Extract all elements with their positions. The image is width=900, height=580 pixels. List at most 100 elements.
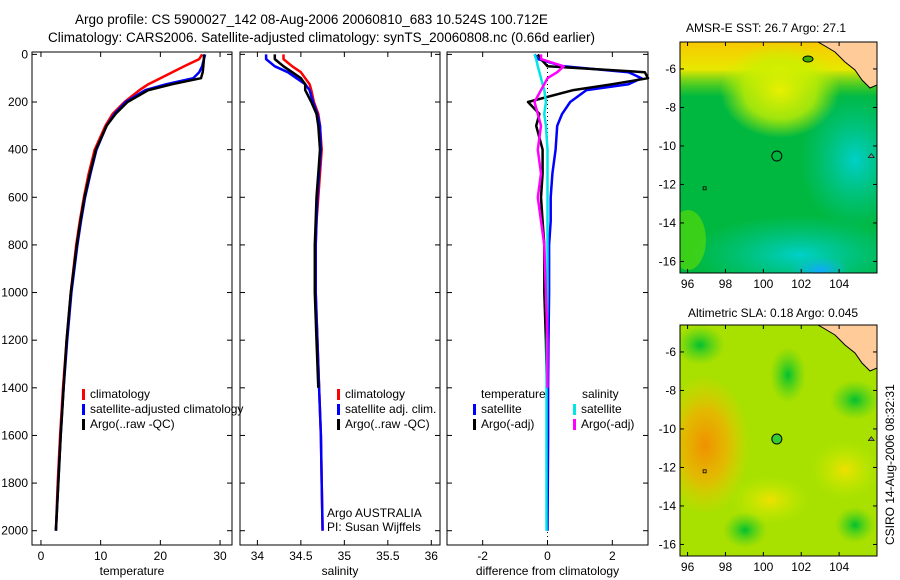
legend-swatch xyxy=(573,419,576,430)
lat-tick-label: -8 xyxy=(665,383,676,397)
legend-label: satellite adj. clim. xyxy=(345,402,436,416)
legend-swatch xyxy=(82,404,85,415)
argo-float-marker xyxy=(771,150,783,162)
lon-tick-label: 98 xyxy=(719,560,733,574)
lon-tick-label: 100 xyxy=(753,277,773,291)
x-tick-label: 36 xyxy=(425,549,439,563)
legend-label: Argo(..raw -QC) xyxy=(345,417,430,431)
y-tick-label: 1400 xyxy=(1,381,28,395)
x-tick-label: 34 xyxy=(251,549,265,563)
y-tick-label: 0 xyxy=(21,47,28,61)
island xyxy=(867,153,875,158)
salinity-frame xyxy=(239,51,441,546)
sst-map: AMSR-E SST: 26.7 Argo: 27.1 96 98 100 102 10… xyxy=(659,21,878,291)
lat-tick-label: -16 xyxy=(659,254,677,268)
legend-label: satellite xyxy=(581,402,622,416)
legend-label: satellite-adjusted climatology xyxy=(90,402,243,416)
legend-label: satellite xyxy=(481,402,522,416)
x-tick-label: 35 xyxy=(338,549,352,563)
lon-tick-label: 100 xyxy=(753,560,773,574)
legend-label: climatology xyxy=(90,387,150,401)
lat-tick-label: -6 xyxy=(665,62,676,76)
x-tick-label: -2 xyxy=(477,549,488,563)
figure-title-line2: Climatology: CARS2006. Satellite-adjuste… xyxy=(48,30,595,45)
y-tick-label: 1000 xyxy=(1,286,28,300)
lat-tick-label: -6 xyxy=(665,345,676,359)
sst-map-field xyxy=(680,42,877,273)
figure-title-line1: Argo profile: CS 5900027_142 08-Aug-2006… xyxy=(75,12,548,27)
land-coastline xyxy=(816,325,877,372)
lon-tick-label: 96 xyxy=(681,277,695,291)
sla-map-field xyxy=(680,325,877,556)
legend-swatch xyxy=(337,389,340,400)
legend-header: salinity xyxy=(582,387,619,401)
y-tick-label: 1200 xyxy=(1,333,28,347)
legend-swatch xyxy=(337,419,340,430)
lon-tick-label: 102 xyxy=(791,277,811,291)
series-line-climatology xyxy=(54,53,204,531)
x-tick-label: 0 xyxy=(544,549,551,563)
legend-label: Argo(..raw -QC) xyxy=(90,417,175,431)
sla-map-title: Altimetric SLA: 0.18 Argo: 0.045 xyxy=(688,306,858,320)
y-tick-label: 800 xyxy=(8,238,28,252)
series-line-argo-raw-qc- xyxy=(54,54,206,531)
lat-tick-label: -14 xyxy=(659,216,677,230)
lon-tick-label: 104 xyxy=(829,277,849,291)
island xyxy=(702,186,707,191)
x-tick-label: 34.5 xyxy=(289,549,313,563)
lat-tick-label: -10 xyxy=(659,422,677,436)
x-tick-label: 10 xyxy=(94,549,108,563)
lat-tick-label: -12 xyxy=(659,177,677,191)
salinity-xlabel: salinity xyxy=(322,564,359,578)
lat-tick-label: -10 xyxy=(659,139,677,153)
island xyxy=(702,469,707,474)
land-coastline xyxy=(816,42,877,89)
series-line-argo-raw-qc- xyxy=(273,54,322,388)
y-tick-label: 600 xyxy=(8,190,28,204)
legend-swatch xyxy=(82,419,85,430)
legend-label: Argo(-adj) xyxy=(581,417,634,431)
x-tick-label: 20 xyxy=(154,549,168,563)
sst-map-frame xyxy=(679,41,878,274)
sla-map: Altimetric SLA: 0.18 Argo: 0.045 96 98 100… xyxy=(659,306,878,574)
lon-tick-label: 102 xyxy=(791,560,811,574)
y-tick-label: 400 xyxy=(8,143,28,157)
legend-swatch xyxy=(82,389,85,400)
side-timestamp-label: CSIRO 14-Aug-2006 08:32:31 xyxy=(883,384,897,545)
x-tick-label: 30 xyxy=(213,549,227,563)
lon-tick-label: 98 xyxy=(719,277,733,291)
y-tick-label: 200 xyxy=(8,95,28,109)
sst-map-title: AMSR-E SST: 26.7 Argo: 27.1 xyxy=(686,21,846,35)
island xyxy=(802,55,814,63)
sla-map-frame xyxy=(679,324,878,557)
lon-tick-label: 96 xyxy=(681,560,695,574)
legend-swatch xyxy=(573,404,576,415)
x-tick-label: 2 xyxy=(609,549,616,563)
x-tick-label: 0 xyxy=(38,549,45,563)
legend-swatch xyxy=(473,404,476,415)
temperature-panel: 0 10 20 30 0 200 400 600 800 1000 1200 1400 1600 1800… xyxy=(1,47,243,578)
salinity-panel: 34 34.5 35 35.5 36 salinity climatologysatelli… xyxy=(239,51,441,578)
x-tick-label: 35.5 xyxy=(376,549,400,563)
lat-tick-label: -12 xyxy=(659,460,677,474)
legend-label: Argo(-adj) xyxy=(481,417,534,431)
series-line-temperature-satellite xyxy=(533,53,643,531)
lon-tick-label: 104 xyxy=(829,560,849,574)
argo-float-marker xyxy=(771,433,783,445)
legend-label: climatology xyxy=(345,387,405,401)
difference-xlabel: difference from climatology xyxy=(476,564,619,578)
y-tick-label: 1800 xyxy=(1,476,28,490)
y-tick-label: 2000 xyxy=(1,524,28,538)
y-tick-label: 1600 xyxy=(1,428,28,442)
legend-swatch xyxy=(473,419,476,430)
temperature-xlabel: temperature xyxy=(100,564,165,578)
island xyxy=(867,436,875,441)
legend-swatch xyxy=(337,404,340,415)
lat-tick-label: -8 xyxy=(665,100,676,114)
pi-annotation: Argo AUSTRALIA xyxy=(327,506,422,520)
series-line-salinity-argo-adj- xyxy=(533,54,565,388)
pi-annotation: PI: Susan Wijffels xyxy=(327,520,421,534)
temperature-frame xyxy=(31,51,233,546)
